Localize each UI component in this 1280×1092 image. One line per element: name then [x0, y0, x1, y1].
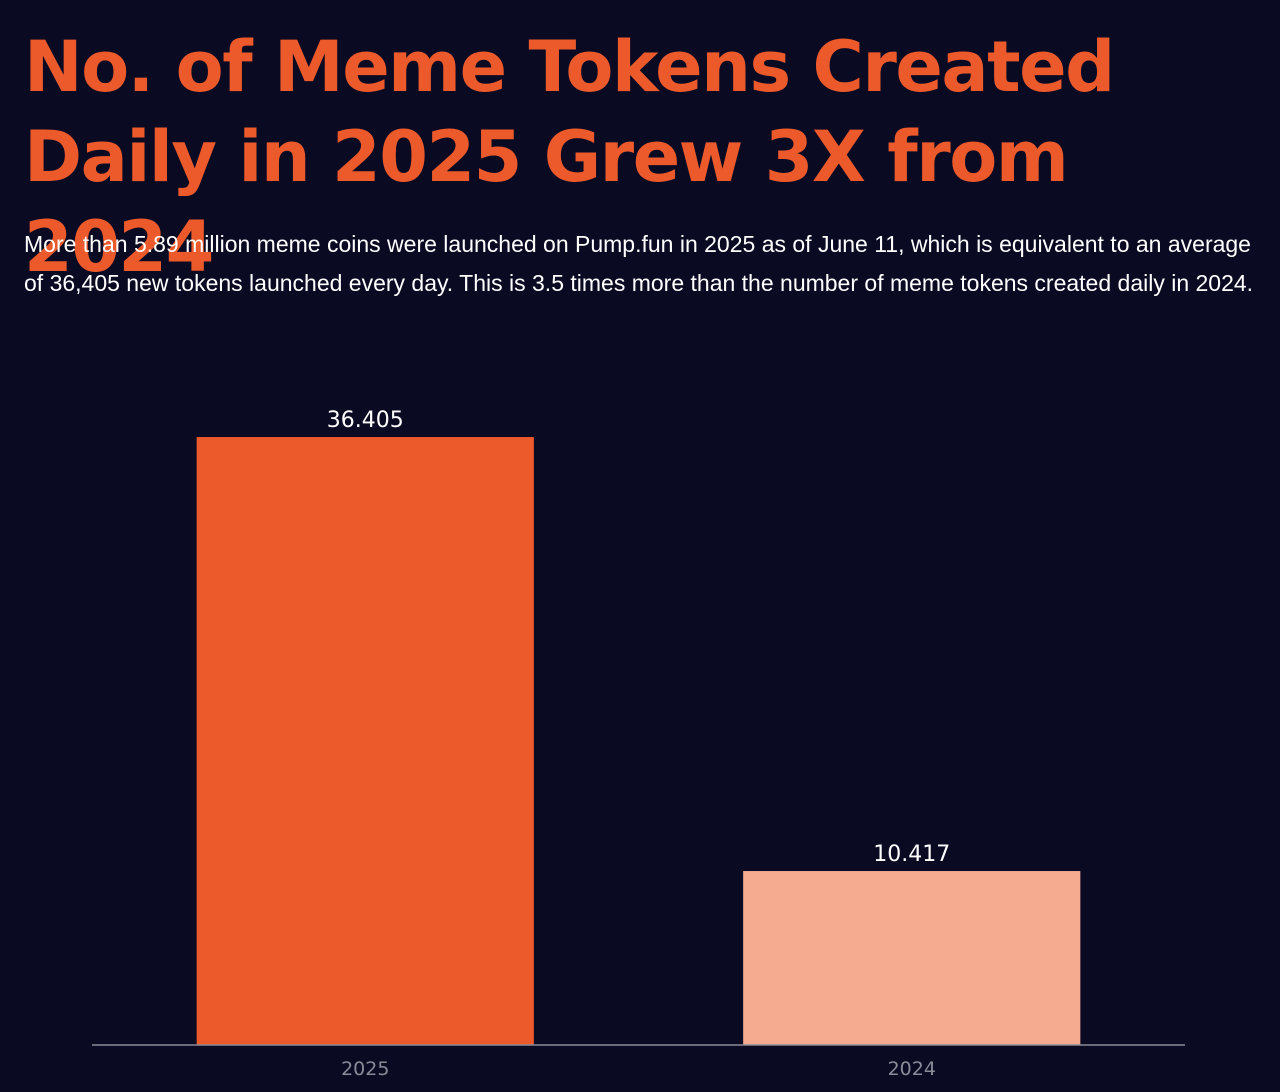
bar-2025: [196, 437, 534, 1045]
label-group: 36.405 2025 10.417 2024: [327, 408, 950, 1080]
chart-description: More than 5.89 million meme coins were l…: [24, 231, 1254, 296]
value-label-2025: 36.405: [327, 408, 404, 433]
bar-2024: [743, 871, 1081, 1045]
value-label-2024: 10.417: [873, 842, 950, 867]
chart-title: No. of Meme Tokens Created Daily in 2025…: [24, 26, 1115, 288]
x-tick-label-2025: 2025: [341, 1058, 389, 1080]
x-tick-label-2024: 2024: [888, 1058, 936, 1080]
bar-group: [196, 437, 1081, 1045]
